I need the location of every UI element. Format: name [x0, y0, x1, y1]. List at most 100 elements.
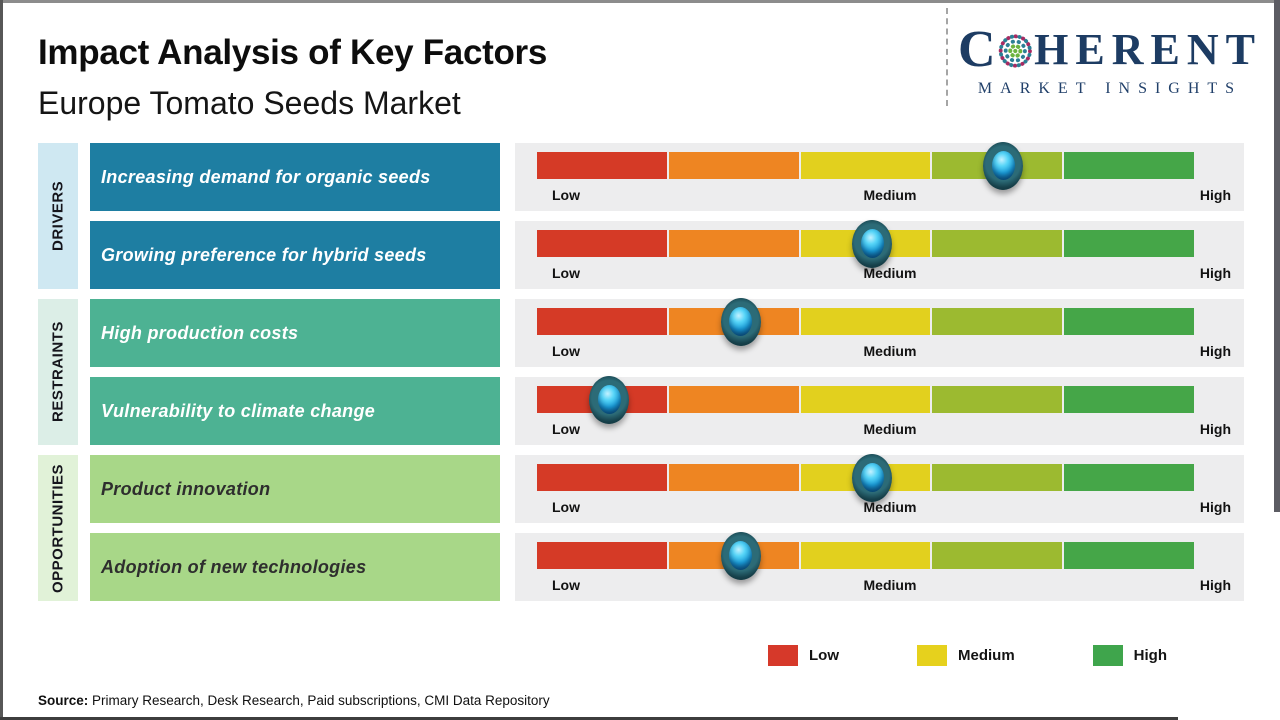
scale-segment-medium-high: [932, 308, 1063, 335]
group-strip-drivers: DRIVERS: [38, 143, 78, 289]
scale-segment-low-medium: [668, 464, 799, 491]
scale-segment-medium: [800, 542, 931, 569]
factor-label: Adoption of new technologies: [101, 556, 367, 577]
scale-segment-low: [537, 152, 667, 179]
legend-label-high: High: [1133, 647, 1167, 664]
impact-gauge: Low Medium High: [515, 297, 1244, 367]
legend-label-medium: Medium: [958, 647, 1015, 664]
scrollbar-thumb[interactable]: [1274, 0, 1280, 512]
group-strip-opportunities: OPPORTUNITIES: [38, 455, 78, 601]
scale-label-medium: Medium: [863, 187, 917, 203]
legend-swatch-medium: [917, 645, 947, 666]
impact-gauge: Low Medium High: [515, 219, 1244, 289]
scale-label-high: High: [1199, 265, 1231, 281]
group-strip-restraints: RESTRAINTS: [38, 299, 78, 445]
scale-label-medium: Medium: [863, 343, 917, 359]
legend-item-high: High: [1092, 645, 1167, 666]
scale-segment-high: [1064, 464, 1194, 491]
scale-label-high: High: [1199, 187, 1231, 203]
scale-label-high: High: [1199, 577, 1231, 593]
impact-scale-bar: [537, 219, 1194, 268]
scale-labels: Low Medium High: [552, 421, 1231, 437]
scale-segment-high: [1064, 230, 1194, 257]
factor-label: High production costs: [101, 322, 299, 343]
scale-label-medium: Medium: [863, 421, 917, 437]
factor-label: Vulnerability to climate change: [101, 400, 376, 421]
factor-label: Product innovation: [101, 478, 271, 499]
brand-tagline: MARKET INSIGHTS: [977, 80, 1243, 97]
scale-label-high: High: [1199, 499, 1231, 515]
legend-item-medium: Medium: [917, 645, 1015, 666]
scale-segment-high: [1064, 386, 1194, 413]
impact-marker-core: [729, 541, 753, 570]
factor-box: Product innovation: [90, 455, 500, 523]
scale-label-medium: Medium: [863, 577, 917, 593]
scale-labels: Low Medium High: [552, 499, 1231, 515]
legend-label-low: Low: [809, 647, 839, 664]
impact-scale-bar: [537, 297, 1194, 346]
legend: Low Medium High: [768, 645, 1167, 666]
scale-label-low: Low: [552, 499, 580, 515]
page-border-left: [0, 0, 3, 720]
source-text: Primary Research, Desk Research, Paid su…: [88, 693, 550, 708]
legend-swatch-high: [1092, 645, 1123, 666]
factor-label: Growing preference for hybrid seeds: [101, 244, 427, 265]
scale-segment-medium-high: [932, 464, 1063, 491]
scale-segment-low: [537, 464, 667, 491]
factor-label: Increasing demand for organic seeds: [101, 166, 431, 187]
legend-item-low: Low: [768, 645, 839, 666]
scale-segment-high: [1064, 542, 1194, 569]
factor-box: Adoption of new technologies: [90, 533, 500, 601]
brand-logo: C HERENT MARKET INSIGHTS: [958, 24, 1262, 98]
scale-segment-low-medium: [668, 152, 799, 179]
source-note: Source: Primary Research, Desk Research,…: [38, 693, 550, 708]
scale-segment-medium-high: [932, 230, 1063, 257]
impact-marker-core: [991, 151, 1015, 180]
impact-marker: [720, 297, 761, 346]
impact-marker-core: [597, 385, 621, 414]
scale-segment-high: [1064, 308, 1194, 335]
scale-segment-high: [1064, 152, 1194, 179]
scale-segment-medium: [800, 386, 931, 413]
factor-box: Growing preference for hybrid seeds: [90, 221, 500, 289]
impact-marker: [852, 219, 893, 268]
impact-scale-bar: [537, 531, 1194, 580]
scale-segment-medium: [800, 308, 931, 335]
impact-gauge: Low Medium High: [515, 531, 1244, 601]
page-subtitle: Europe Tomato Seeds Market: [38, 85, 461, 121]
scale-segment-low-medium: [668, 386, 799, 413]
factor-box: Vulnerability to climate change: [90, 377, 500, 445]
brand-letters-herent: HERENT: [1034, 25, 1262, 74]
source-label: Source:: [38, 693, 89, 708]
brand-letter-c: C: [958, 21, 996, 78]
factor-box: Increasing demand for organic seeds: [90, 143, 500, 211]
page-border-bottom: [0, 717, 1178, 720]
scale-label-low: Low: [552, 265, 580, 281]
scale-label-high: High: [1199, 343, 1231, 359]
impact-marker-core: [860, 463, 884, 492]
scale-label-high: High: [1199, 421, 1231, 437]
scale-label-low: Low: [552, 577, 580, 593]
impact-gauge: Low Medium High: [515, 141, 1244, 211]
impact-scale-bar: [537, 141, 1194, 190]
impact-marker-core: [860, 229, 884, 258]
scale-labels: Low Medium High: [552, 265, 1231, 281]
scale-segment-low-medium: [668, 230, 799, 257]
scale-segment-medium-high: [932, 542, 1063, 569]
impact-scale-bar: [537, 453, 1194, 502]
scale-segment-medium-high: [932, 386, 1063, 413]
impact-marker: [852, 453, 893, 502]
scale-label-low: Low: [552, 187, 580, 203]
scale-segment-low: [537, 230, 667, 257]
impact-gauge: Low Medium High: [515, 375, 1244, 445]
scale-segment-low: [537, 542, 667, 569]
impact-scale-bar: [537, 375, 1194, 424]
page-border-top: [0, 0, 1280, 3]
scale-segment-medium: [800, 152, 931, 179]
factor-box: High production costs: [90, 299, 500, 367]
scale-label-low: Low: [552, 421, 580, 437]
impact-marker-core: [729, 307, 753, 336]
impact-matrix: DRIVERS RESTRAINTS OPPORTUNITIES Increas…: [38, 141, 1244, 601]
scale-labels: Low Medium High: [552, 187, 1231, 203]
scale-labels: Low Medium High: [552, 343, 1231, 359]
